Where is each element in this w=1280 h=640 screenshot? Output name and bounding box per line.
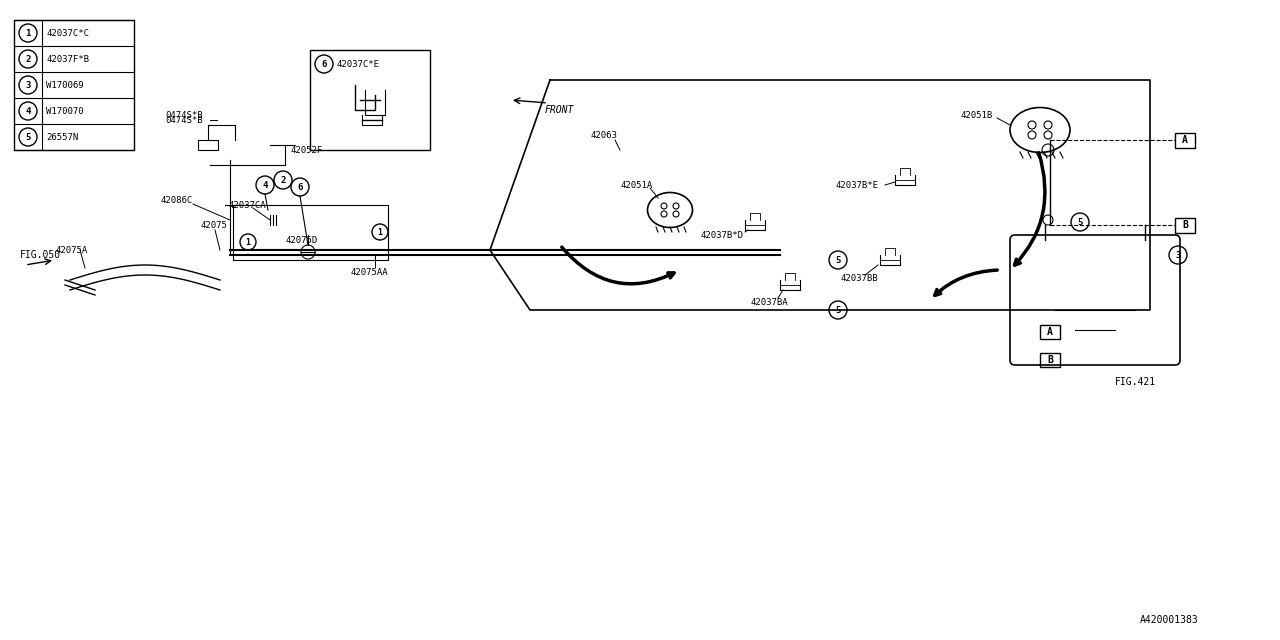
Text: FRONT: FRONT bbox=[545, 105, 575, 115]
Text: 42063: 42063 bbox=[590, 131, 617, 140]
Text: 1: 1 bbox=[26, 29, 31, 38]
Text: 5: 5 bbox=[26, 132, 31, 141]
Text: 42086C: 42086C bbox=[160, 195, 192, 205]
Text: 0474S*B: 0474S*B bbox=[165, 111, 202, 120]
Bar bbox=[1039, 325, 1060, 339]
Text: 1: 1 bbox=[378, 227, 383, 237]
Text: 2: 2 bbox=[26, 54, 31, 63]
Text: A420001383: A420001383 bbox=[1140, 615, 1199, 625]
Text: 42075AA: 42075AA bbox=[349, 268, 388, 276]
Text: 4: 4 bbox=[262, 180, 268, 189]
Text: 6: 6 bbox=[297, 182, 302, 191]
Text: 26557N: 26557N bbox=[46, 132, 78, 141]
Text: 42075: 42075 bbox=[200, 221, 227, 230]
Text: 6: 6 bbox=[321, 60, 326, 68]
Text: W170070: W170070 bbox=[46, 106, 83, 115]
Text: 1: 1 bbox=[246, 237, 251, 246]
Text: 42051A: 42051A bbox=[620, 180, 653, 189]
Text: 5: 5 bbox=[836, 255, 841, 264]
Bar bbox=[1175, 132, 1196, 147]
Text: A: A bbox=[1181, 135, 1188, 145]
Text: 3: 3 bbox=[1175, 250, 1180, 259]
Text: 42075D: 42075D bbox=[285, 236, 317, 244]
Text: 42037C*E: 42037C*E bbox=[337, 60, 379, 68]
Text: B: B bbox=[1181, 220, 1188, 230]
Text: 5: 5 bbox=[836, 305, 841, 314]
Bar bbox=[310, 50, 430, 150]
Text: W170069: W170069 bbox=[46, 81, 83, 90]
Text: 42051B: 42051B bbox=[960, 111, 992, 120]
Text: 3: 3 bbox=[26, 81, 31, 90]
Text: 2: 2 bbox=[280, 175, 285, 184]
Text: 0474S*B: 0474S*B bbox=[165, 115, 202, 125]
Text: FIG.050: FIG.050 bbox=[20, 250, 61, 260]
Text: 42037B*E: 42037B*E bbox=[835, 180, 878, 189]
Text: 42037BB: 42037BB bbox=[840, 273, 878, 282]
Text: 42037F*B: 42037F*B bbox=[46, 54, 90, 63]
Text: 42037CA: 42037CA bbox=[228, 200, 266, 209]
Text: 5: 5 bbox=[1078, 218, 1083, 227]
Text: 42037C*C: 42037C*C bbox=[46, 29, 90, 38]
Text: 42037B*D: 42037B*D bbox=[700, 230, 742, 239]
Text: A: A bbox=[1047, 327, 1053, 337]
Bar bbox=[233, 205, 388, 260]
Text: 42052F: 42052F bbox=[291, 145, 323, 154]
Bar bbox=[1175, 218, 1196, 232]
Text: 42075A: 42075A bbox=[55, 246, 87, 255]
Text: FIG.421: FIG.421 bbox=[1115, 377, 1156, 387]
Text: B: B bbox=[1047, 355, 1053, 365]
Text: 42037BA: 42037BA bbox=[750, 298, 787, 307]
Bar bbox=[198, 140, 218, 150]
Text: 4: 4 bbox=[26, 106, 31, 115]
Bar bbox=[14, 20, 134, 150]
Bar bbox=[1039, 353, 1060, 367]
